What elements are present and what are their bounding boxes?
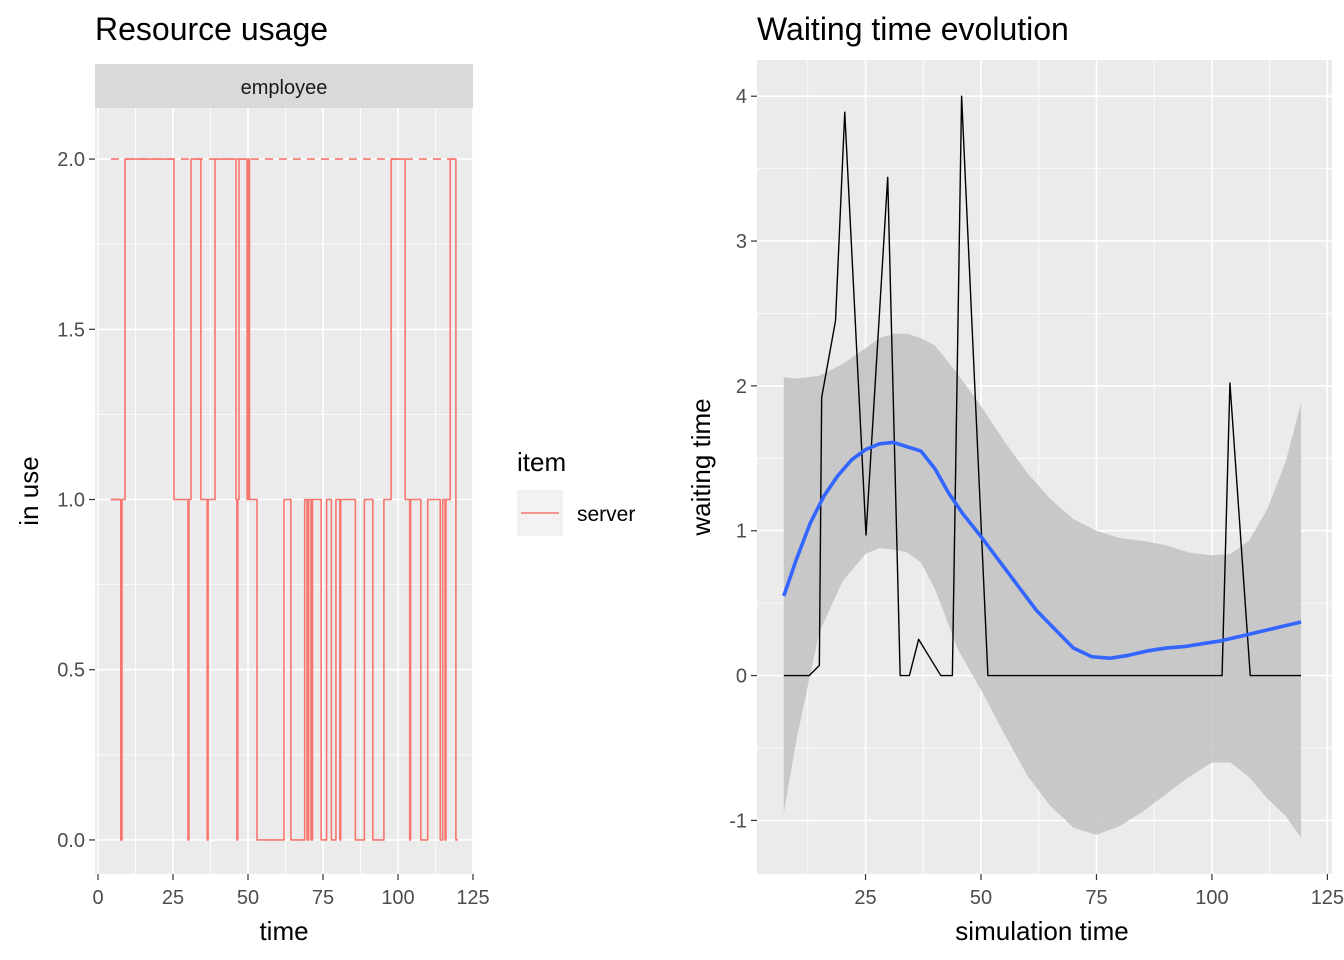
- waiting-time-confidence-ribbon: [783, 333, 1302, 838]
- y-tick-label: 1.5: [57, 319, 85, 341]
- waiting-time-series: [782, 95, 1302, 677]
- y-tick-label: 2: [736, 376, 747, 398]
- waiting-time-panel: Waiting time evolution 25 50 75 100 125-1012…: [686, 11, 1344, 946]
- resource-usage-panel: Resource usage employee 0 25 50 75 100 125 0.0…: [14, 11, 490, 946]
- resource-usage-series: [110, 158, 458, 841]
- resource-usage-axis-ticks: 0 25 50 75 100 125 0.0 0.5 1.0 1.5 2.0: [57, 149, 490, 909]
- facet-strip: [95, 64, 473, 108]
- confidence-ribbon: [783, 333, 1302, 838]
- y-tick-label: 1: [736, 521, 747, 543]
- waiting-time-axis-ticks: 25 50 75 100 125 -1 0 1 2 3 4: [729, 86, 1344, 909]
- resource-usage-y-axis-label: in use: [14, 456, 44, 525]
- waiting-time-line-waiting-time: [783, 95, 1302, 677]
- y-tick-label: 0: [736, 666, 747, 688]
- y-tick-label: 3: [736, 231, 747, 253]
- y-tick-label: 1.0: [57, 490, 85, 512]
- waiting-time-line-smooth: [782, 440, 1302, 660]
- x-tick-label: 25: [162, 887, 184, 909]
- x-tick-label: 100: [381, 887, 414, 909]
- x-tick-label: 25: [854, 887, 876, 909]
- facet-strip-label: employee: [241, 77, 328, 99]
- x-tick-label: 125: [1311, 887, 1344, 909]
- x-tick-label: 50: [237, 887, 259, 909]
- x-tick-label: 100: [1195, 887, 1228, 909]
- y-tick-label: 2.0: [57, 149, 85, 171]
- y-tick-label: 4: [736, 86, 747, 108]
- x-tick-label: 0: [92, 887, 103, 909]
- y-tick-label: 0.5: [57, 660, 85, 682]
- legend-label-server: server: [577, 503, 635, 526]
- waiting-time-x-axis-label: simulation time: [955, 916, 1128, 946]
- y-tick-label: 0.0: [57, 830, 85, 852]
- x-tick-label: 50: [970, 887, 992, 909]
- legend: item server: [517, 447, 635, 536]
- resource-usage-line-server: [110, 158, 458, 841]
- resource-usage-title: Resource usage: [95, 11, 328, 47]
- y-tick-label: -1: [729, 810, 747, 832]
- resource-usage-x-axis-label: time: [259, 916, 308, 946]
- legend-title: item: [517, 447, 566, 477]
- x-tick-label: 75: [312, 887, 334, 909]
- x-tick-label: 75: [1085, 887, 1107, 909]
- waiting-time-y-axis-label: waiting time: [686, 398, 716, 536]
- waiting-time-title: Waiting time evolution: [757, 11, 1069, 47]
- x-tick-label: 125: [456, 887, 489, 909]
